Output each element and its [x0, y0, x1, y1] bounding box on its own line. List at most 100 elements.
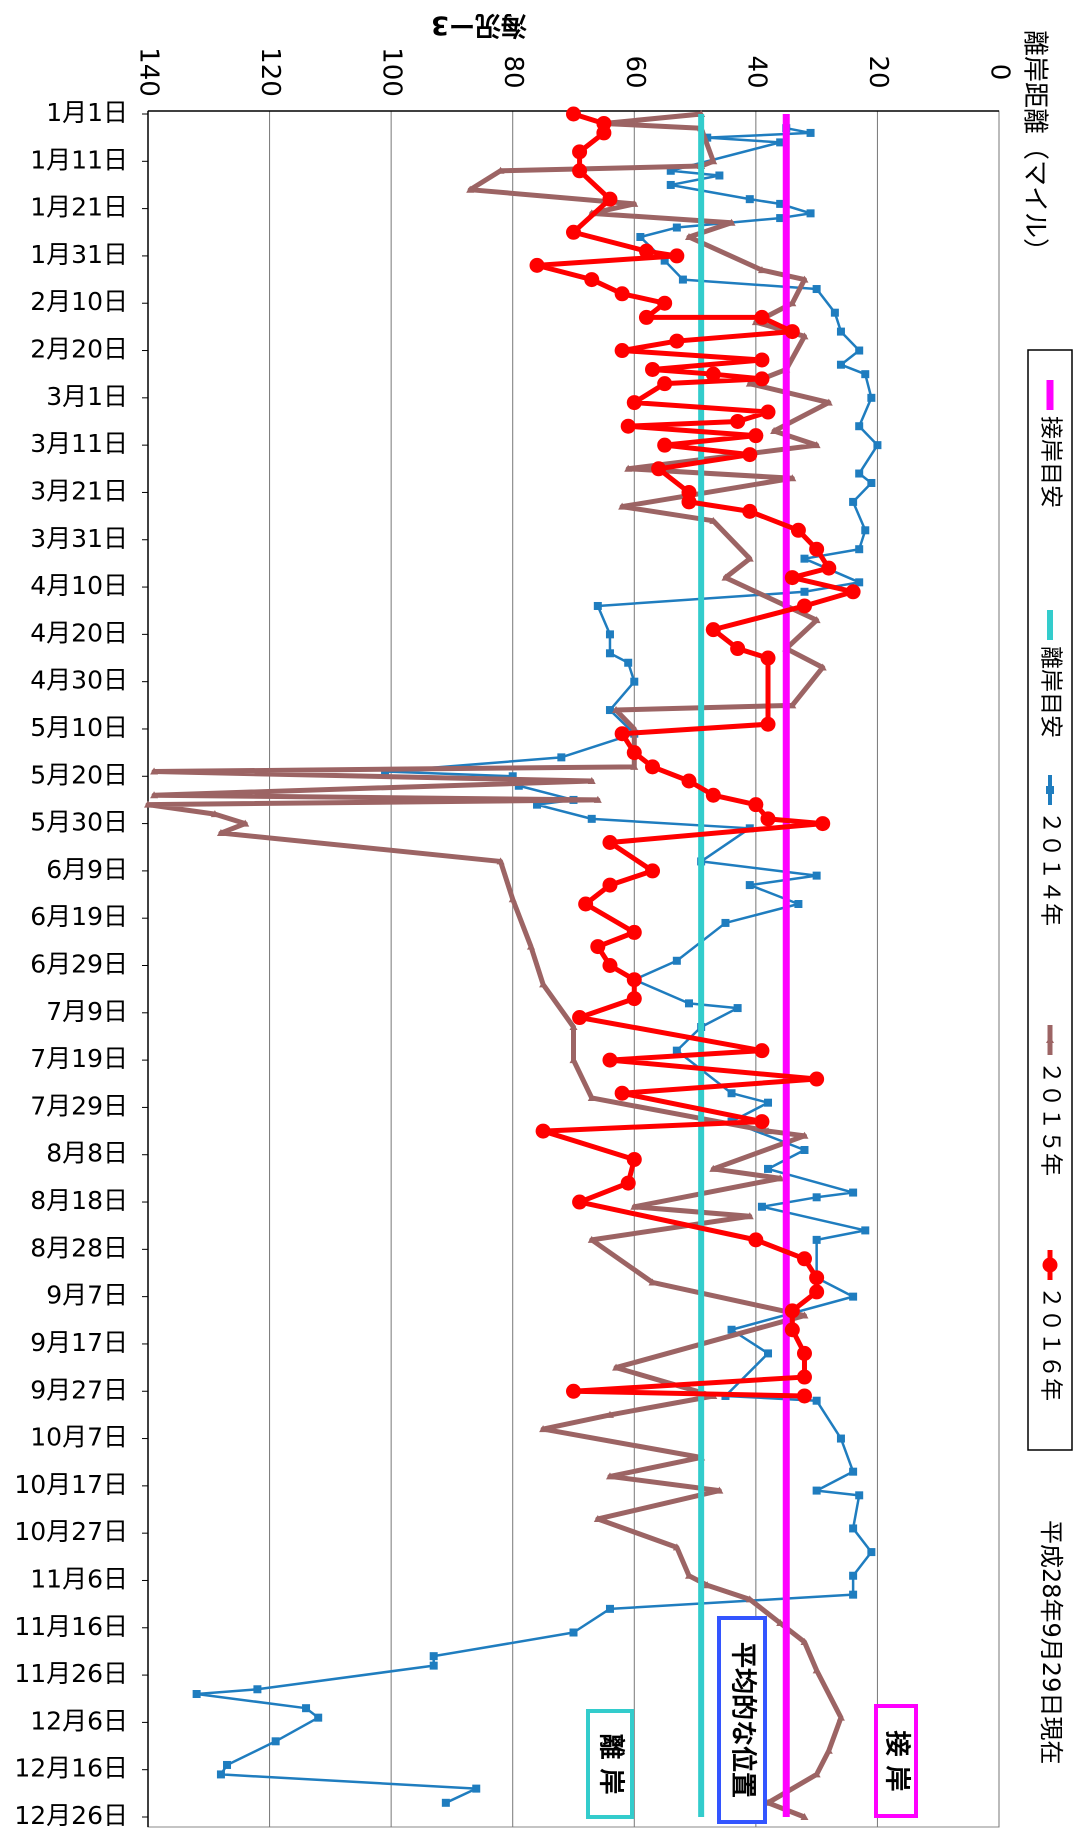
marker: [776, 214, 785, 223]
marker: [836, 327, 845, 336]
marker: [672, 223, 681, 232]
legend-label: 離岸目安: [1038, 646, 1064, 738]
marker: [861, 526, 870, 535]
y-tick-label: 20: [863, 55, 893, 88]
legend-label: ２０１５年: [1038, 1061, 1064, 1176]
marker: [314, 1713, 323, 1722]
marker: [192, 1690, 201, 1699]
marker: [508, 895, 517, 903]
x-tick-label: 5月30日: [30, 808, 128, 837]
marker: [800, 554, 809, 563]
marker: [602, 958, 618, 973]
marker: [764, 1127, 773, 1135]
marker: [812, 616, 821, 624]
marker: [630, 677, 639, 686]
annotation-box: [586, 1709, 634, 1819]
marker: [496, 857, 505, 865]
marker: [757, 266, 766, 274]
marker: [566, 224, 581, 240]
marker: [526, 942, 535, 950]
marker: [715, 1486, 724, 1494]
marker: [587, 1235, 596, 1243]
marker: [620, 1175, 636, 1191]
x-tick-label: 7月29日: [30, 1091, 128, 1120]
marker: [760, 811, 776, 827]
marker: [657, 295, 673, 311]
marker: [572, 144, 588, 160]
marker: [806, 128, 815, 137]
marker: [508, 772, 517, 781]
marker: [466, 185, 475, 193]
marker: [709, 1164, 718, 1172]
marker: [216, 829, 225, 837]
marker: [684, 232, 693, 240]
marker: [150, 791, 159, 799]
x-tick-label: 2月10日: [30, 287, 128, 316]
x-tick-label: 3月11日: [30, 429, 128, 458]
marker: [849, 1188, 858, 1197]
marker: [812, 1193, 821, 1202]
marker: [590, 939, 606, 955]
marker: [587, 1093, 596, 1101]
annotation-text: 離 岸: [596, 1733, 627, 1794]
marker: [754, 371, 770, 387]
marker: [809, 1071, 825, 1087]
marker: [572, 163, 588, 179]
marker: [620, 418, 636, 434]
marker: [809, 1284, 825, 1300]
marker: [748, 797, 764, 813]
marker: [760, 650, 776, 666]
marker: [812, 1396, 821, 1405]
y-tick-label: 0: [985, 64, 1015, 81]
marker: [630, 724, 639, 732]
x-tick-label: 4月30日: [30, 666, 128, 695]
marker: [150, 767, 159, 775]
marker: [776, 138, 785, 147]
marker: [630, 762, 639, 770]
marker: [727, 1089, 736, 1098]
marker: [715, 171, 724, 180]
marker: [626, 395, 642, 411]
marker: [855, 346, 864, 355]
marker: [812, 441, 821, 449]
x-tick-label: 8月28日: [30, 1233, 128, 1262]
marker: [824, 398, 833, 406]
marker: [569, 1022, 578, 1030]
marker: [806, 209, 815, 218]
marker: [614, 343, 630, 359]
marker: [830, 308, 839, 317]
marker: [626, 745, 642, 761]
y-tick-label: 120: [255, 47, 285, 97]
marker: [684, 1571, 693, 1579]
x-tick-label: 4月20日: [30, 618, 128, 647]
marker: [849, 1467, 858, 1476]
marker: [638, 309, 654, 325]
marker: [800, 332, 809, 340]
marker: [626, 1151, 642, 1167]
marker: [681, 773, 697, 789]
marker: [648, 1278, 657, 1286]
marker: [855, 469, 864, 478]
marker: [618, 502, 627, 510]
marker: [790, 522, 806, 538]
marker: [626, 972, 642, 988]
x-tick-label: 8月18日: [30, 1186, 128, 1215]
marker: [596, 125, 612, 141]
x-tick-label: 2月20日: [30, 335, 128, 364]
marker: [721, 573, 730, 581]
marker: [705, 622, 721, 638]
marker: [861, 1226, 870, 1235]
x-tick-label: 10月7日: [30, 1423, 128, 1452]
marker: [855, 545, 864, 554]
marker: [733, 1004, 742, 1013]
marker: [745, 881, 754, 890]
axis-title: 離岸距離（マイル）: [1020, 30, 1050, 264]
marker: [529, 257, 545, 273]
marker: [223, 1760, 232, 1769]
marker: [748, 428, 764, 444]
x-tick-label: 4月10日: [30, 571, 128, 600]
marker: [605, 706, 614, 715]
x-tick-label: 10月17日: [14, 1470, 128, 1499]
marker: [745, 379, 754, 387]
